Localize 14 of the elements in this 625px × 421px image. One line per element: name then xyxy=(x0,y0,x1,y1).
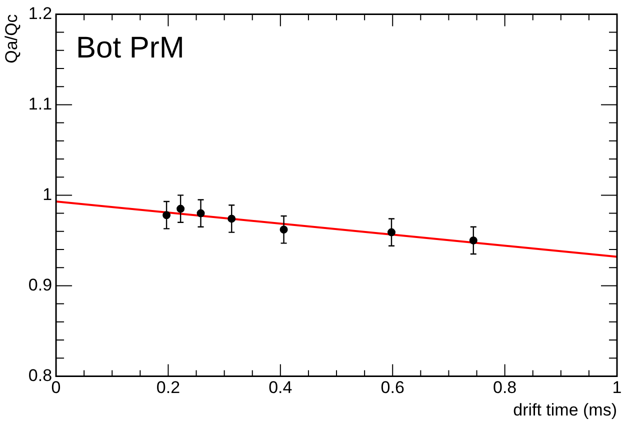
x-axis-title: drift time (ms) xyxy=(513,400,617,420)
x-tick-label: 0.8 xyxy=(492,378,517,398)
y-axis-title: Qa/Qc xyxy=(2,14,21,64)
y-tick-label: 1.1 xyxy=(28,94,52,114)
y-tick-label: 1.2 xyxy=(28,4,52,23)
x-tick-label: 0 xyxy=(51,378,61,398)
x-tick-label: 0.4 xyxy=(268,378,292,398)
x-tick-label: 0.2 xyxy=(156,378,180,398)
y-tick-label: 1 xyxy=(42,184,52,204)
x-tick-label: 0.6 xyxy=(380,378,404,398)
x-tick-label: 1 xyxy=(612,378,622,398)
y-tick-label: 0.9 xyxy=(28,275,52,294)
y-tick-label: 0.8 xyxy=(28,366,52,385)
text: Bot PrM xyxy=(76,31,184,64)
